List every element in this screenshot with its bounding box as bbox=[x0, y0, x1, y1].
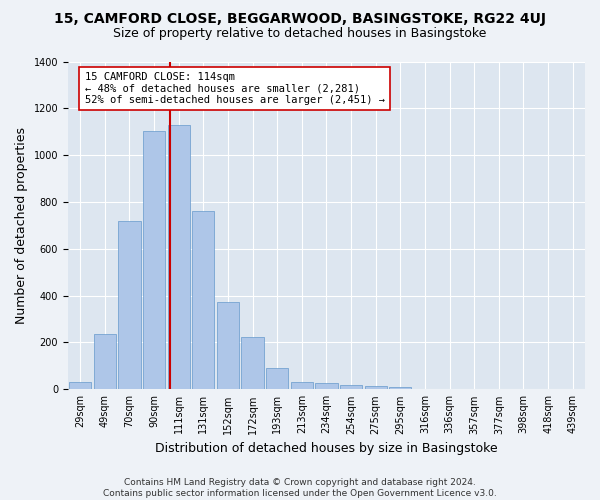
Bar bbox=[365, 386, 387, 390]
Bar bbox=[94, 334, 116, 390]
Bar bbox=[316, 384, 338, 390]
Bar bbox=[241, 336, 263, 390]
Bar bbox=[118, 220, 140, 390]
X-axis label: Distribution of detached houses by size in Basingstoke: Distribution of detached houses by size … bbox=[155, 442, 498, 455]
Bar bbox=[69, 382, 91, 390]
Bar bbox=[192, 212, 214, 390]
Text: Size of property relative to detached houses in Basingstoke: Size of property relative to detached ho… bbox=[113, 28, 487, 40]
Bar bbox=[340, 384, 362, 390]
Bar bbox=[167, 124, 190, 390]
Bar bbox=[143, 130, 165, 390]
Bar bbox=[217, 302, 239, 390]
Text: Contains HM Land Registry data © Crown copyright and database right 2024.
Contai: Contains HM Land Registry data © Crown c… bbox=[103, 478, 497, 498]
Text: 15, CAMFORD CLOSE, BEGGARWOOD, BASINGSTOKE, RG22 4UJ: 15, CAMFORD CLOSE, BEGGARWOOD, BASINGSTO… bbox=[54, 12, 546, 26]
Bar bbox=[266, 368, 288, 390]
Bar bbox=[291, 382, 313, 390]
Y-axis label: Number of detached properties: Number of detached properties bbox=[15, 127, 28, 324]
Text: 15 CAMFORD CLOSE: 114sqm
← 48% of detached houses are smaller (2,281)
52% of sem: 15 CAMFORD CLOSE: 114sqm ← 48% of detach… bbox=[85, 72, 385, 105]
Bar bbox=[389, 387, 412, 390]
